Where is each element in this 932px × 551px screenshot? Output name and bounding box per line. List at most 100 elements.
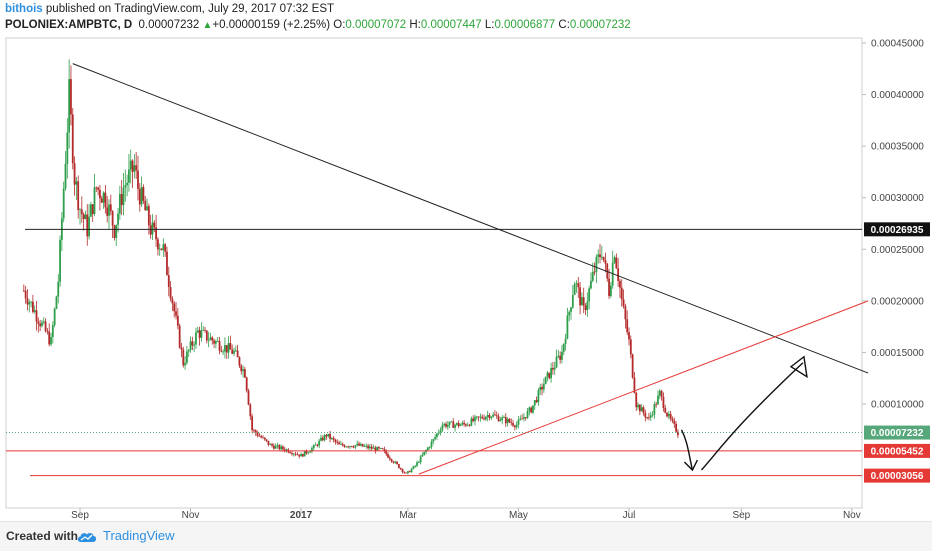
candle [149, 214, 152, 239]
candle-body [129, 160, 132, 170]
candle-body [285, 449, 288, 451]
candle-body [167, 275, 170, 287]
candle-body [169, 286, 172, 299]
candle-body [387, 454, 389, 458]
candle-body [631, 354, 634, 378]
candle-body [542, 384, 545, 390]
open-value: 0.00007072 [345, 19, 407, 31]
candle [653, 401, 656, 419]
candle-body [137, 170, 139, 189]
candle-body [314, 444, 317, 446]
low-label: L: [484, 19, 495, 31]
candle [376, 446, 379, 451]
symbol-label[interactable]: POLONIEX:AMPBTC, D [5, 19, 133, 31]
candle [660, 389, 663, 401]
candle [260, 434, 263, 439]
candle [600, 245, 603, 261]
price-label-text: 0.00026935 [871, 225, 924, 236]
candle-body [28, 302, 31, 305]
candle [513, 424, 516, 431]
candle [557, 350, 560, 359]
price-label: 0.00005452 [864, 443, 930, 458]
candle [169, 281, 172, 302]
candle-body [651, 414, 654, 416]
candle [336, 439, 339, 445]
candle [637, 402, 639, 410]
price-label-text: 0.00007232 [871, 428, 924, 439]
candle-body [604, 259, 607, 264]
candle-body [459, 424, 462, 427]
candle [523, 413, 525, 422]
candle [267, 440, 270, 447]
candle [298, 454, 301, 459]
candle-body [200, 330, 203, 338]
candle [655, 401, 658, 408]
candle [263, 437, 266, 441]
price-axis[interactable]: 0.00045000 0.00040000 0.00035000 0.00030000… [862, 39, 924, 411]
candle [314, 442, 317, 446]
candle [137, 155, 139, 201]
candle-body [253, 430, 255, 431]
candle-body [24, 290, 27, 299]
candle [272, 443, 275, 450]
candle [430, 439, 433, 450]
candle [227, 336, 230, 359]
candle-body [216, 341, 219, 342]
candle [552, 361, 554, 375]
candle [421, 452, 424, 457]
candle-body [677, 431, 679, 436]
candle-body [466, 424, 469, 426]
tradingview-brand[interactable]: TradingView [103, 528, 175, 543]
tradingview-cloud-icon[interactable] [76, 530, 98, 544]
candle [658, 388, 661, 400]
candle [46, 328, 49, 335]
candle-body [245, 377, 248, 391]
candle [537, 387, 540, 406]
candle [345, 446, 348, 448]
candle-body [267, 440, 270, 445]
candle-body [584, 305, 587, 311]
candle [405, 472, 408, 474]
candle-body [352, 446, 355, 448]
candle [677, 429, 679, 439]
candle [153, 220, 156, 233]
time-axis[interactable]: Sep Nov 2017 Mar May Jul Sep Nov [71, 508, 861, 521]
candle [292, 453, 295, 457]
candle [619, 278, 621, 298]
candle-body [269, 444, 272, 445]
candle [417, 460, 420, 464]
candle [243, 366, 246, 378]
candle [338, 440, 340, 445]
candle-body [166, 251, 168, 276]
candle-body [209, 337, 212, 341]
candle [455, 422, 458, 427]
price-chart[interactable]: 0.00045000 0.00040000 0.00035000 0.00030000… [0, 0, 932, 521]
candle [387, 452, 389, 458]
y-tick-label: 0.00025000 [871, 245, 924, 256]
candle-body [401, 468, 404, 472]
candle-body [557, 355, 560, 357]
candle-body [564, 338, 567, 344]
candle [180, 342, 183, 358]
candle [196, 326, 199, 334]
candle [651, 411, 654, 418]
candle [486, 410, 489, 422]
candle [340, 440, 342, 445]
candle [628, 327, 630, 346]
candle [604, 252, 607, 273]
author-link[interactable]: bithois [5, 3, 43, 15]
price-label: 0.00003056 [864, 468, 930, 483]
candle [588, 285, 591, 310]
candle [401, 468, 404, 474]
candle-body [271, 444, 273, 446]
candle-body [537, 390, 540, 403]
candle [561, 344, 563, 364]
candle-body [421, 454, 424, 457]
x-tick-label: Mar [399, 510, 417, 521]
candle [396, 460, 398, 465]
candle [321, 435, 324, 442]
candle-body [35, 310, 38, 322]
candle [620, 279, 623, 307]
candle [126, 174, 129, 197]
candle-body [57, 281, 60, 297]
